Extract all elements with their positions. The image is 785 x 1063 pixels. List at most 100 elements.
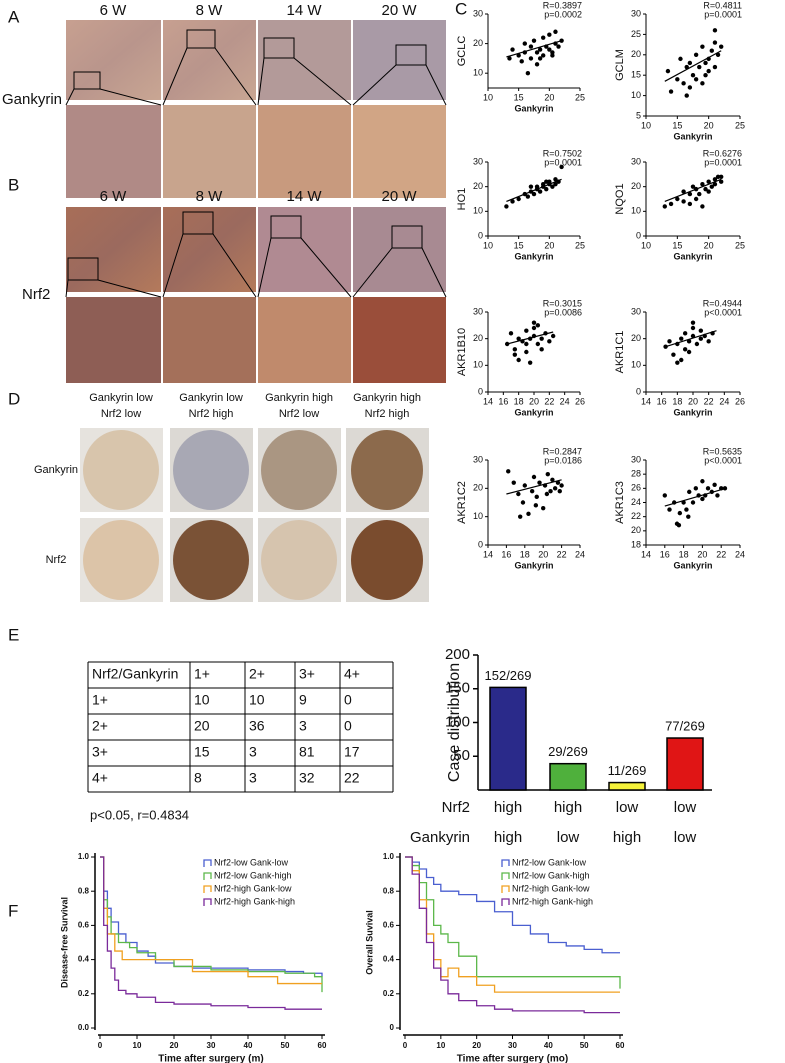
point xyxy=(703,60,708,66)
x-tick-label: high xyxy=(494,829,522,846)
timepoint-label: 20 W xyxy=(381,188,417,205)
panel-label: E xyxy=(8,625,19,644)
y-tick-label: 30 xyxy=(473,8,483,18)
bar-annotation: 152/269 xyxy=(485,668,532,683)
x-tick-label: 14 xyxy=(641,396,651,406)
point xyxy=(693,77,699,82)
category-row-label: Nrf2 xyxy=(442,799,470,816)
table-cell: 10 xyxy=(194,692,210,708)
x-axis-label: Gankyrin xyxy=(673,131,712,141)
stat-r: R=0.2847 xyxy=(543,446,582,456)
x-tick-label: 14 xyxy=(483,396,493,406)
stat-p: p<0.0001 xyxy=(704,307,742,317)
legend-swatch xyxy=(203,885,212,893)
table-grid xyxy=(87,661,394,793)
point xyxy=(693,196,699,202)
point xyxy=(522,41,527,46)
table-cell: 8 xyxy=(194,770,202,786)
point xyxy=(524,328,529,333)
y-tick-label: 0 xyxy=(478,230,483,240)
point xyxy=(662,204,667,209)
point xyxy=(686,514,691,519)
point xyxy=(537,480,542,485)
point xyxy=(527,360,533,365)
point xyxy=(687,85,693,90)
row-label: Gankyrin xyxy=(34,464,78,476)
point xyxy=(684,93,689,98)
column-header: Nrf2 low xyxy=(279,408,319,420)
x-tick-label: 25 xyxy=(575,240,585,250)
x-tick-label: low xyxy=(616,799,639,816)
point xyxy=(537,189,543,194)
x-tick-label: 16 xyxy=(657,396,667,406)
point xyxy=(719,44,724,49)
table-cell: 0 xyxy=(344,718,352,734)
point xyxy=(677,510,683,516)
table-cell: 17 xyxy=(344,744,360,760)
point xyxy=(679,357,684,363)
y-tick-label: 10 xyxy=(473,360,483,370)
table-header: 2+ xyxy=(249,666,265,682)
point xyxy=(524,341,529,347)
point xyxy=(682,347,688,352)
point xyxy=(709,48,714,53)
table-cell: 4+ xyxy=(92,770,108,786)
legend-swatch xyxy=(501,885,510,893)
column-header: Nrf2 high xyxy=(365,408,410,420)
bar xyxy=(549,762,587,791)
image xyxy=(163,207,256,292)
row-label: Nrf2 xyxy=(22,286,50,303)
legend-label: Nrf2-high Gank-high xyxy=(214,896,295,906)
y-tick-label: 20 xyxy=(473,483,483,493)
point xyxy=(547,339,552,344)
table-header: 3+ xyxy=(299,666,315,682)
y-tick-label: 0.8 xyxy=(383,886,395,895)
point xyxy=(703,186,708,192)
y-axis-label: Case distribution xyxy=(446,663,463,782)
legend-swatch xyxy=(501,898,510,906)
y-tick-label: 0.8 xyxy=(78,886,90,895)
x-tick-label: 10 xyxy=(641,120,651,130)
x-tick-label: 0 xyxy=(98,1041,103,1050)
panel-label: C xyxy=(455,0,467,18)
point xyxy=(531,191,537,197)
trend-line xyxy=(507,331,554,345)
x-tick-label: high xyxy=(494,799,522,816)
point xyxy=(528,56,534,61)
legend-label: Nrf2-high Gank-low xyxy=(214,883,292,893)
point xyxy=(537,56,543,61)
point xyxy=(504,341,510,347)
y-tick-label: 20 xyxy=(631,49,641,59)
x-tick-label: 18 xyxy=(520,549,530,559)
table-header: 1+ xyxy=(194,666,210,682)
y-axis-label: AKR1C2 xyxy=(456,481,468,524)
point xyxy=(545,471,550,477)
y-tick-label: 1.0 xyxy=(78,852,90,861)
x-tick-label: 22 xyxy=(557,549,567,559)
column-header: Gankyrin low xyxy=(179,392,243,404)
table-cell: 10 xyxy=(249,692,265,708)
y-tick-label: 5 xyxy=(636,110,641,120)
point xyxy=(690,73,696,78)
point xyxy=(690,184,696,189)
point xyxy=(698,336,704,341)
point xyxy=(524,349,529,355)
column-header: Gankyrin low xyxy=(89,392,153,404)
stat-r: R=0.4811 xyxy=(703,0,742,10)
image xyxy=(66,20,161,100)
point xyxy=(528,184,534,189)
x-tick-label: 20 xyxy=(529,396,539,406)
point xyxy=(519,59,524,64)
y-tick-label: 10 xyxy=(473,511,483,521)
column-header: Nrf2 low xyxy=(101,408,141,420)
x-tick-label: 25 xyxy=(735,120,745,130)
x-tick-label: 20 xyxy=(704,120,714,130)
x-tick-label: 24 xyxy=(560,396,570,406)
point xyxy=(518,514,523,519)
stat-p: p=0.0186 xyxy=(544,455,582,465)
point xyxy=(553,177,558,182)
point xyxy=(682,331,688,336)
image xyxy=(258,105,351,198)
timepoint-label: 6 W xyxy=(100,188,128,205)
